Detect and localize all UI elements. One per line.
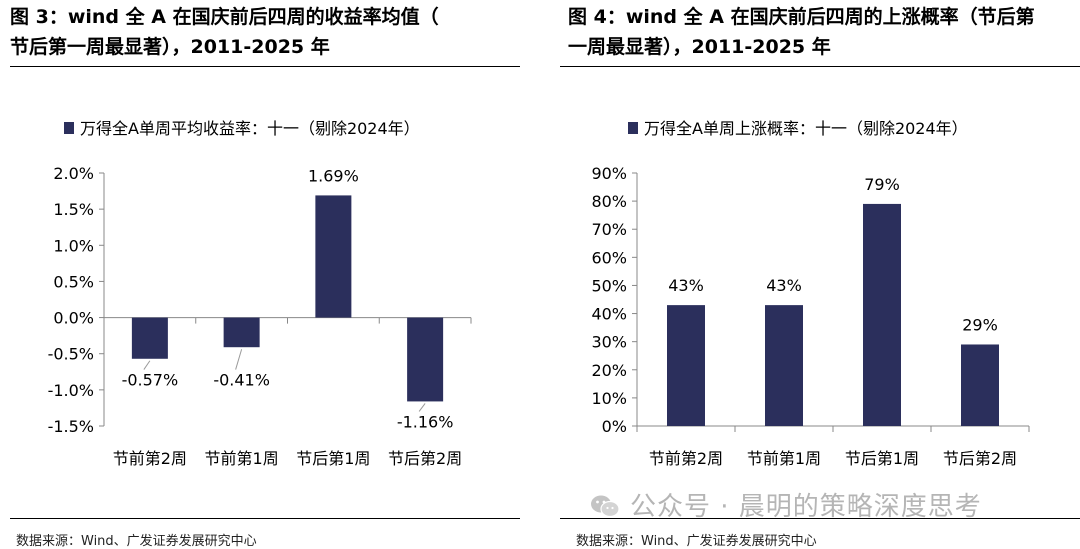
bar-1 [131,317,168,359]
x-category-label: 节后第2周 [388,449,462,468]
x-category-label: 节前第1周 [747,449,821,468]
data-label-leader [418,403,426,412]
x-category-label: 节前第1周 [205,449,279,468]
figure-3-source: 数据来源：Wind、广发证券发展研究中心 [16,534,257,549]
y-tick-label: -1.5% [48,417,94,436]
y-tick-label: 90% [591,164,627,183]
data-label: -0.41% [213,371,270,390]
y-tick-label: 0.0% [53,309,94,328]
y-tick-label: 1.0% [53,236,94,255]
data-label: 43% [766,276,802,295]
title-line-2: 一周最显著），2011-2025 年 [568,36,831,58]
data-label: 29% [962,315,998,334]
y-tick-label: 30% [591,333,627,352]
data-label: 79% [864,175,900,194]
figure-4-bottom-rule [560,518,1080,519]
bar-4 [961,344,999,426]
bar-3 [863,203,901,426]
y-tick-label: 0% [602,417,627,436]
bar-4 [407,317,444,402]
title-line-1: 图 4：wind 全 A 在国庆前后四周的上涨概率（节后第 [568,6,1035,28]
figure-3-title: 图 3：wind 全 A 在国庆前后四周的收益率均值（ 节后第一周最显著），201… [10,2,510,62]
bar-1 [667,305,705,426]
title-line-1: 图 3：wind 全 A 在国庆前后四周的收益率均值（ [10,6,439,28]
bar-2 [223,317,260,348]
y-tick-label: -0.5% [48,345,94,364]
bar-2 [765,305,803,426]
legend-label: 万得全A单周上涨概率：十一（剔除2024年） [644,119,968,138]
data-label: 1.69% [308,166,359,185]
data-label: -1.16% [397,412,454,431]
y-tick-label: 0.5% [53,272,94,291]
y-tick-label: 1.5% [53,200,94,219]
figure-4-source: 数据来源：Wind、广发证券发展研究中心 [576,534,817,549]
figure-4-top-rule [560,66,1080,67]
figure-3-top-rule [10,66,520,67]
y-tick-label: 50% [591,276,627,295]
y-tick-label: 2.0% [53,164,94,183]
legend-label: 万得全A单周平均收益率：十一（剔除2024年） [80,119,420,138]
x-category-label: 节前第2周 [113,449,187,468]
watermark: 公众号 · 晨明的策略深度思考 [590,486,982,523]
legend-swatch [64,122,74,134]
data-label-leader [143,360,151,370]
y-tick-label: 20% [591,361,627,380]
x-category-label: 节前第2周 [649,449,723,468]
y-tick-label: 10% [591,389,627,408]
watermark-text: 公众号 · 晨明的策略深度思考 [630,492,982,522]
bar-3 [315,195,352,318]
figure-4-panel: 图 4：wind 全 A 在国庆前后四周的上涨概率（节后第 一周最显著），2011… [560,0,1080,549]
data-label-leader [235,349,243,370]
returns-bar-chart: 万得全A单周平均收益率：十一（剔除2024年） 2.0% 1.5% 1.0% 0.5% 0… [48,119,472,468]
x-category-label: 节后第2周 [943,449,1017,468]
y-tick-label: 40% [591,305,627,324]
y-tick-label: 80% [591,192,627,211]
y-tick-label: 60% [591,248,627,267]
title-line-2: 节后第一周最显著），2011-2025 年 [10,36,330,58]
wechat-icon [591,495,620,518]
figure-4-title: 图 4：wind 全 A 在国庆前后四周的上涨概率（节后第 一周最显著），2011… [568,2,1068,62]
figure-3-bottom-rule [10,518,520,519]
data-label: -0.57% [122,371,179,390]
y-tick-label: -1.0% [48,381,94,400]
y-tick-label: 70% [591,220,627,239]
legend-swatch [628,122,638,134]
data-label: 43% [668,276,704,295]
x-category-label: 节后第1周 [296,449,370,468]
x-category-label: 节后第1周 [845,449,919,468]
up-probability-bar-chart: 万得全A单周上涨概率：十一（剔除2024年） 90% 80% 70% 60% 50% 40%… [591,119,1030,468]
figure-3-panel: 图 3：wind 全 A 在国庆前后四周的收益率均值（ 节后第一周最显著），201… [10,2,520,549]
